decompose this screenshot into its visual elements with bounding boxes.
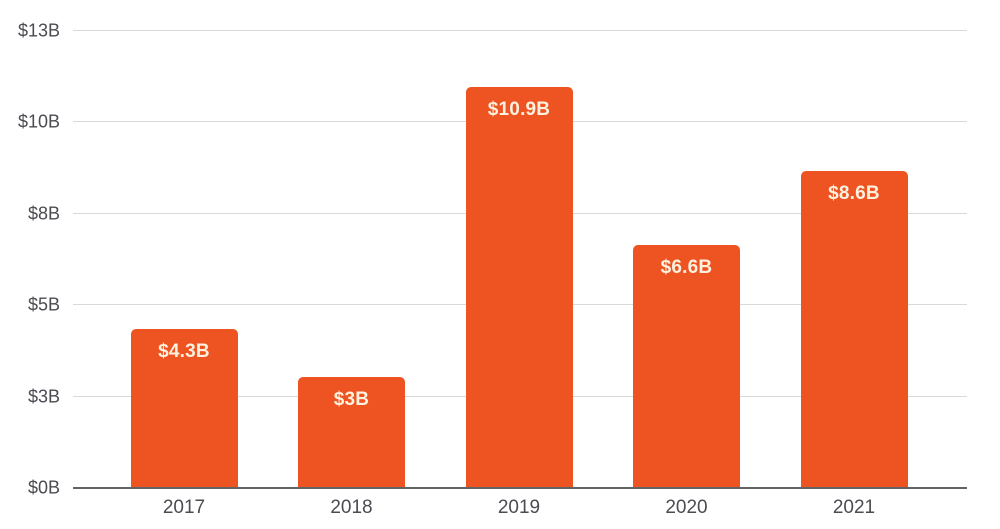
x-axis-line <box>73 487 967 489</box>
x-axis-category-label: 2019 <box>497 497 541 518</box>
gridline <box>73 30 967 32</box>
bar-2019: $10.9B <box>465 87 573 487</box>
x-axis-category-label: 2017 <box>162 497 206 518</box>
y-axis-tick-label: $5B <box>27 294 60 315</box>
x-axis-category-label: 2018 <box>330 497 373 518</box>
bar-value-label: $4.3B <box>158 341 210 362</box>
bar-2020: $6.6B <box>633 245 740 487</box>
x-axis-category-label: 2021 <box>832 497 876 518</box>
bar-value-label: $6.6B <box>660 257 713 278</box>
y-axis-tick-label: $13B <box>17 20 60 41</box>
y-axis-tick-label: $10B <box>17 111 60 132</box>
x-axis-category-label: 2020 <box>665 497 708 518</box>
bar-2021: $8.6B <box>800 171 908 487</box>
bar-2018: $3B <box>298 377 405 487</box>
y-axis-tick-label: $8B <box>27 203 60 224</box>
bar-value-label: $10.9B <box>487 99 551 120</box>
bar-2017: $4.3B <box>130 329 238 487</box>
y-axis-tick-label: $0B <box>27 477 60 498</box>
bar-value-label: $3B <box>333 389 370 410</box>
y-axis-tick-label: $3B <box>27 386 60 407</box>
bar-value-label: $8.6B <box>828 183 880 204</box>
